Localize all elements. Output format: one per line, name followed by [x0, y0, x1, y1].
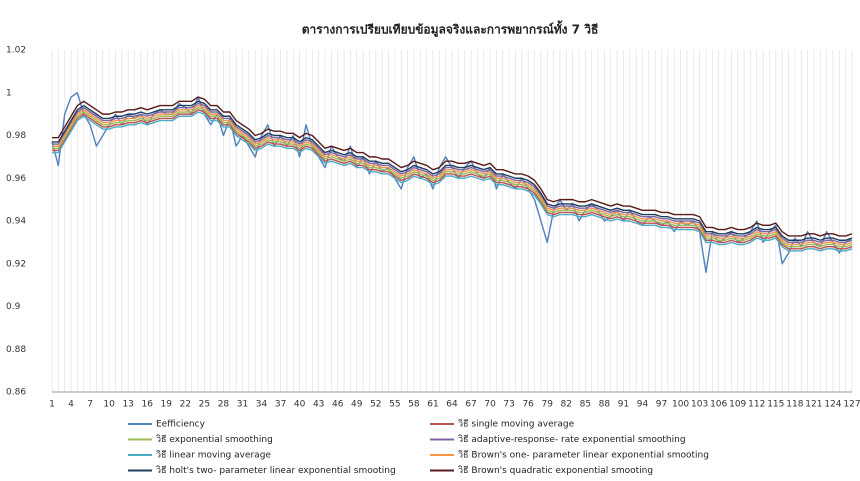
- x-tick-label: 109: [729, 400, 746, 410]
- y-tick-label: 0.92: [6, 259, 26, 269]
- x-tick-label: 103: [691, 400, 708, 410]
- x-tick-label: 76: [522, 400, 534, 410]
- x-tick-label: 25: [199, 400, 210, 410]
- y-tick-label: 0.9: [6, 302, 21, 312]
- series-line: [52, 104, 853, 246]
- series-line: [52, 96, 853, 237]
- x-tick-label: 58: [408, 400, 420, 410]
- x-tick-label: 79: [542, 400, 554, 410]
- legend-label: วิธี holt's two- parameter linear expone…: [156, 465, 396, 476]
- legend-label: วิธี Brown's quadratic exponential smoot…: [458, 465, 653, 476]
- x-tick-label: 43: [313, 400, 324, 410]
- x-tick-label: 124: [824, 400, 841, 410]
- x-tick-label: 94: [637, 400, 649, 410]
- series-line: [52, 100, 853, 241]
- y-tick-label: 0.86: [6, 388, 26, 398]
- x-tick-label: 37: [275, 400, 286, 410]
- legend-label: วิธี single moving average: [458, 419, 575, 430]
- x-tick-label: 10: [103, 400, 115, 410]
- x-tick-label: 22: [180, 400, 191, 410]
- series-line: [52, 102, 853, 244]
- x-tick-label: 61: [427, 400, 438, 410]
- series-line: [52, 111, 853, 252]
- x-tick-label: 64: [446, 400, 458, 410]
- x-tick-label: 121: [805, 400, 822, 410]
- y-tick-label: 0.94: [6, 217, 26, 227]
- legend-label: วิธี adaptive-response- rate exponential…: [458, 434, 686, 445]
- y-tick-label: 0.88: [6, 345, 26, 355]
- x-tick-label: 31: [237, 400, 248, 410]
- legend-label: Eefficiency: [156, 420, 206, 430]
- y-tick-label: 0.96: [6, 174, 26, 184]
- x-tick-label: 67: [465, 400, 476, 410]
- series-line: [52, 107, 853, 248]
- x-tick-label: 112: [748, 400, 765, 410]
- x-tick-label: 91: [618, 400, 629, 410]
- x-tick-label: 52: [370, 400, 381, 410]
- legend-label: วิธี linear moving average: [156, 450, 271, 461]
- x-tick-label: 13: [122, 400, 133, 410]
- legend-label: วิธี exponential smoothing: [156, 434, 273, 445]
- x-tick-label: 1: [49, 400, 55, 410]
- x-tick-label: 46: [332, 400, 344, 410]
- x-tick-label: 85: [580, 400, 591, 410]
- x-tick-label: 40: [294, 400, 306, 410]
- x-tick-label: 16: [142, 400, 154, 410]
- x-tick-label: 97: [656, 400, 667, 410]
- x-tick-label: 100: [672, 400, 689, 410]
- x-tick-label: 118: [786, 400, 803, 410]
- x-tick-label: 115: [767, 400, 784, 410]
- x-tick-label: 73: [503, 400, 514, 410]
- y-tick-label: 1: [6, 88, 12, 98]
- x-tick-label: 70: [484, 400, 496, 410]
- series-line: [52, 109, 853, 250]
- x-tick-label: 4: [68, 400, 74, 410]
- x-tick-label: 88: [599, 400, 611, 410]
- y-tick-label: 0.98: [6, 131, 26, 141]
- x-tick-label: 106: [710, 400, 727, 410]
- x-tick-label: 7: [87, 400, 93, 410]
- y-tick-label: 1.02: [6, 46, 26, 56]
- x-tick-label: 82: [561, 400, 572, 410]
- x-tick-label: 55: [389, 400, 400, 410]
- x-tick-label: 34: [256, 400, 268, 410]
- x-tick-label: 127: [843, 400, 860, 410]
- x-tick-label: 28: [218, 400, 230, 410]
- x-tick-label: 49: [351, 400, 363, 410]
- chart-title: ตารางการเปรียบเทียบข้อมูลจริงและการพยากร…: [302, 20, 599, 38]
- legend-label: วิธี Brown's one- parameter linear expon…: [458, 450, 709, 461]
- x-tick-label: 19: [161, 400, 173, 410]
